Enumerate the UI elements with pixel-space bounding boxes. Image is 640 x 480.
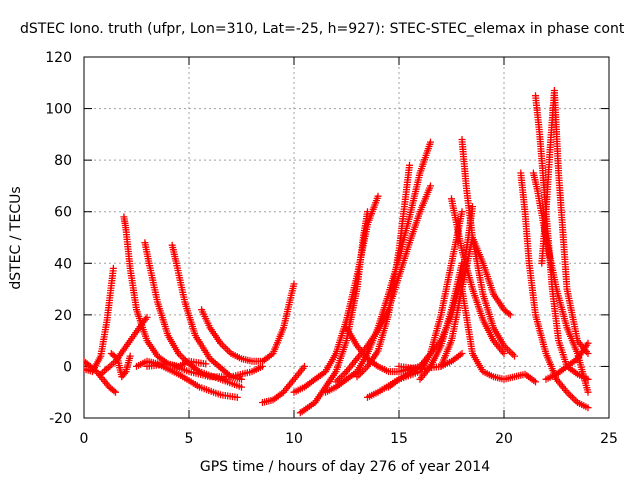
axis-frame	[83, 56, 610, 419]
series-arc-30	[542, 339, 592, 383]
x-tick-label: 15	[390, 431, 408, 447]
series-arc-24	[458, 285, 539, 386]
series-arc-11	[259, 362, 308, 406]
data-point	[301, 362, 308, 370]
data-point	[126, 352, 134, 360]
data-point	[458, 208, 466, 216]
series-arc-16	[353, 161, 413, 381]
x-tick-label: 20	[495, 431, 513, 447]
data-point	[458, 350, 466, 357]
data-point	[406, 161, 413, 169]
y-tick-label: 100	[45, 102, 72, 118]
series-arc-26	[517, 169, 592, 412]
data-point	[290, 280, 298, 288]
y-axis-label: dSTEC / TECUs	[8, 186, 24, 289]
data-point	[506, 311, 514, 319]
y-tick-label: 0	[63, 359, 72, 375]
x-tick-label: 10	[285, 431, 303, 447]
data-point	[469, 203, 476, 211]
x-tick-label: 0	[80, 431, 89, 447]
data-point	[341, 369, 349, 377]
series-arc-8	[133, 357, 241, 401]
series-arc-23	[437, 234, 514, 370]
series-arc-13	[290, 192, 382, 396]
data-point	[238, 383, 245, 391]
y-tick-labels: -20 0 20 40 60 80 100 120	[45, 50, 72, 427]
y-tick-label: 60	[54, 205, 72, 221]
series-arc-10	[143, 360, 266, 381]
y-tick-label: 80	[54, 153, 72, 169]
series-arc-21	[448, 195, 508, 357]
data-point	[233, 393, 241, 401]
data-point	[109, 264, 117, 272]
data-point	[584, 339, 592, 347]
series-arc-15	[332, 182, 434, 386]
series-arc-9	[198, 280, 298, 365]
data-point	[427, 182, 434, 190]
data-point	[511, 352, 518, 360]
data-point	[202, 360, 210, 368]
data-point	[532, 378, 539, 386]
data-point	[112, 388, 119, 396]
data-point	[584, 350, 592, 357]
data-point	[374, 192, 382, 200]
y-tick-label: 40	[54, 256, 72, 272]
series-arc-14	[322, 138, 434, 396]
data-point	[427, 138, 434, 146]
y-tick-label: -20	[49, 411, 72, 427]
data-point	[509, 350, 517, 358]
data-point	[500, 350, 508, 357]
data-point	[584, 375, 592, 383]
data-point	[584, 388, 592, 396]
y-tick-label: 20	[54, 308, 72, 324]
plot-border	[83, 56, 610, 419]
data-point	[84, 357, 88, 365]
x-tick-label: 5	[185, 431, 194, 447]
data-point	[259, 362, 266, 370]
series-arc-2	[84, 264, 117, 376]
series-arc-29	[538, 87, 592, 357]
chart-title: dSTEC Iono. truth (ufpr, Lon=310, Lat=-2…	[20, 21, 625, 37]
series-arc-4	[120, 213, 210, 370]
series-arc-5	[97, 313, 151, 378]
data-point	[505, 310, 513, 318]
data-point	[143, 313, 151, 321]
series-arc-6	[141, 239, 245, 391]
data-point	[110, 387, 118, 395]
data-point	[238, 375, 245, 383]
x-tick-label: 25	[600, 431, 618, 447]
x-tick-labels: 0 5 10 15 20 25	[80, 431, 618, 447]
series-arc-25	[395, 350, 466, 373]
x-axis-label: GPS time / hours of day 276 of year 2014	[200, 459, 490, 475]
data-point	[584, 404, 592, 412]
y-tick-label: 120	[45, 50, 72, 66]
data-points	[84, 87, 592, 417]
